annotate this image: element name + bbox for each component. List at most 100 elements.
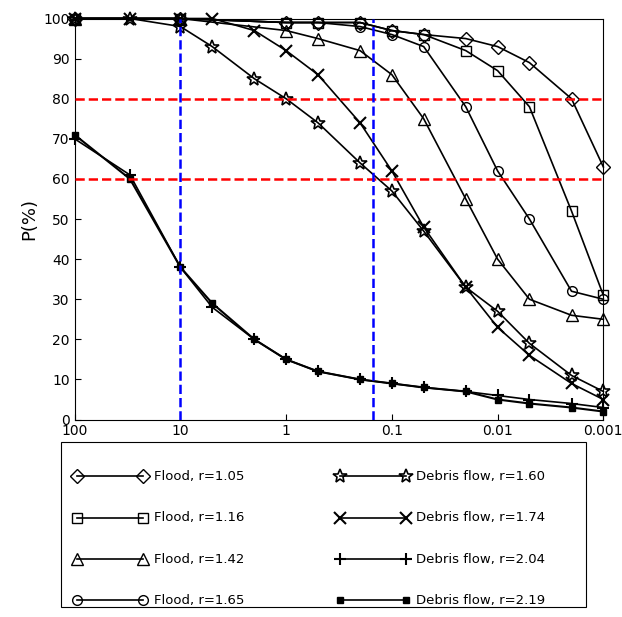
Text: Debris flow, r=1.60: Debris flow, r=1.60 bbox=[417, 470, 545, 482]
Flood, r=1.65 bbox=[494, 167, 501, 175]
Debris flow, r=1.74 bbox=[526, 352, 533, 359]
Debris flow, r=1.74 bbox=[388, 167, 396, 175]
Debris flow, r=2.19 bbox=[71, 131, 78, 138]
Debris flow, r=2.04 bbox=[251, 336, 258, 343]
Debris flow, r=2.19 bbox=[208, 300, 216, 307]
FancyBboxPatch shape bbox=[61, 442, 586, 607]
Debris flow, r=2.04 bbox=[282, 355, 290, 363]
Debris flow, r=2.19 bbox=[526, 400, 533, 407]
Flood, r=1.16 bbox=[462, 47, 470, 54]
Debris flow, r=2.19 bbox=[282, 355, 290, 363]
Text: Debris flow, r=1.74: Debris flow, r=1.74 bbox=[417, 511, 545, 524]
Flood, r=1.05 bbox=[356, 19, 364, 26]
Debris flow, r=1.60 bbox=[388, 188, 396, 195]
Y-axis label: P(%): P(%) bbox=[20, 198, 38, 240]
Flood, r=1.42 bbox=[600, 316, 607, 323]
Debris flow, r=1.74 bbox=[494, 323, 501, 331]
Debris flow, r=1.74 bbox=[420, 223, 427, 231]
Debris flow, r=2.19 bbox=[494, 396, 501, 404]
Line: Debris flow, r=1.74: Debris flow, r=1.74 bbox=[68, 12, 610, 406]
Debris flow, r=2.19 bbox=[388, 379, 396, 387]
Flood, r=1.42 bbox=[526, 296, 533, 303]
Line: Debris flow, r=1.60: Debris flow, r=1.60 bbox=[68, 12, 610, 399]
Debris flow, r=2.19 bbox=[126, 175, 134, 183]
Debris flow, r=1.74 bbox=[600, 396, 607, 404]
Flood, r=1.05 bbox=[526, 59, 533, 67]
Debris flow, r=1.60 bbox=[177, 23, 184, 30]
Flood, r=1.65 bbox=[314, 19, 322, 26]
Flood, r=1.65 bbox=[177, 15, 184, 22]
Flood, r=1.42 bbox=[282, 27, 290, 35]
Flood, r=1.42 bbox=[356, 47, 364, 54]
Debris flow, r=1.74 bbox=[568, 379, 575, 387]
Flood, r=1.16 bbox=[420, 31, 427, 38]
Debris flow, r=2.19 bbox=[314, 368, 322, 375]
Debris flow, r=2.19 bbox=[251, 336, 258, 343]
Flood, r=1.42 bbox=[314, 35, 322, 42]
Flood, r=1.16 bbox=[568, 207, 575, 215]
Flood, r=1.05 bbox=[568, 95, 575, 102]
Flood, r=1.42 bbox=[568, 312, 575, 319]
Debris flow, r=2.19 bbox=[568, 404, 575, 412]
Flood, r=1.16 bbox=[526, 103, 533, 110]
Debris flow, r=2.19 bbox=[356, 376, 364, 383]
Flood, r=1.42 bbox=[462, 195, 470, 202]
Debris flow, r=1.74 bbox=[208, 15, 216, 22]
Text: Debris flow, r=2.19: Debris flow, r=2.19 bbox=[417, 594, 545, 607]
Text: Flood, r=1.05: Flood, r=1.05 bbox=[154, 470, 244, 482]
Debris flow, r=2.04 bbox=[494, 392, 501, 399]
Debris flow, r=1.74 bbox=[282, 47, 290, 54]
Debris flow, r=1.60 bbox=[208, 43, 216, 51]
Flood, r=1.16 bbox=[177, 15, 184, 22]
Debris flow, r=1.60 bbox=[462, 283, 470, 291]
Flood, r=1.65 bbox=[526, 215, 533, 223]
Debris flow, r=1.74 bbox=[126, 15, 134, 22]
Flood, r=1.65 bbox=[420, 43, 427, 51]
Debris flow, r=1.74 bbox=[356, 119, 364, 126]
Debris flow, r=2.19 bbox=[600, 408, 607, 415]
Flood, r=1.16 bbox=[600, 292, 607, 299]
Flood, r=1.65 bbox=[282, 19, 290, 26]
Debris flow, r=1.74 bbox=[177, 15, 184, 22]
Debris flow, r=1.60 bbox=[251, 75, 258, 83]
Debris flow, r=1.60 bbox=[600, 388, 607, 395]
Flood, r=1.65 bbox=[388, 31, 396, 38]
Line: Debris flow, r=2.04: Debris flow, r=2.04 bbox=[68, 133, 610, 414]
Flood, r=1.42 bbox=[388, 71, 396, 78]
Debris flow, r=1.60 bbox=[71, 15, 78, 22]
X-axis label: d (mm): d (mm) bbox=[306, 444, 372, 462]
Line: Flood, r=1.05: Flood, r=1.05 bbox=[70, 14, 608, 172]
Debris flow, r=1.60 bbox=[494, 308, 501, 315]
Flood, r=1.16 bbox=[388, 27, 396, 35]
Flood, r=1.05 bbox=[600, 164, 607, 171]
Flood, r=1.65 bbox=[356, 23, 364, 30]
Flood, r=1.42 bbox=[71, 15, 78, 22]
Debris flow, r=2.04 bbox=[462, 388, 470, 395]
Flood, r=1.42 bbox=[494, 255, 501, 263]
Debris flow, r=2.04 bbox=[126, 171, 134, 179]
Debris flow, r=2.04 bbox=[208, 304, 216, 311]
Debris flow, r=1.60 bbox=[314, 119, 322, 126]
Flood, r=1.16 bbox=[71, 15, 78, 22]
Line: Flood, r=1.16: Flood, r=1.16 bbox=[70, 14, 608, 300]
Flood, r=1.05 bbox=[282, 19, 290, 26]
Flood, r=1.16 bbox=[494, 67, 501, 74]
Debris flow, r=1.60 bbox=[282, 95, 290, 102]
Flood, r=1.05 bbox=[494, 43, 501, 51]
Debris flow, r=1.60 bbox=[526, 339, 533, 347]
Line: Flood, r=1.65: Flood, r=1.65 bbox=[70, 14, 608, 304]
Debris flow, r=1.60 bbox=[356, 159, 364, 167]
Text: Flood, r=1.16: Flood, r=1.16 bbox=[154, 511, 244, 524]
Debris flow, r=1.60 bbox=[568, 371, 575, 379]
Debris flow, r=2.19 bbox=[462, 388, 470, 395]
Debris flow, r=2.19 bbox=[177, 263, 184, 271]
Flood, r=1.42 bbox=[177, 15, 184, 22]
Debris flow, r=2.04 bbox=[420, 384, 427, 391]
Flood, r=1.05 bbox=[388, 27, 396, 35]
Debris flow, r=2.04 bbox=[568, 400, 575, 407]
Flood, r=1.05 bbox=[71, 15, 78, 22]
Debris flow, r=1.74 bbox=[462, 283, 470, 291]
Flood, r=1.05 bbox=[462, 35, 470, 42]
Flood, r=1.65 bbox=[462, 103, 470, 110]
Flood, r=1.05 bbox=[314, 19, 322, 26]
